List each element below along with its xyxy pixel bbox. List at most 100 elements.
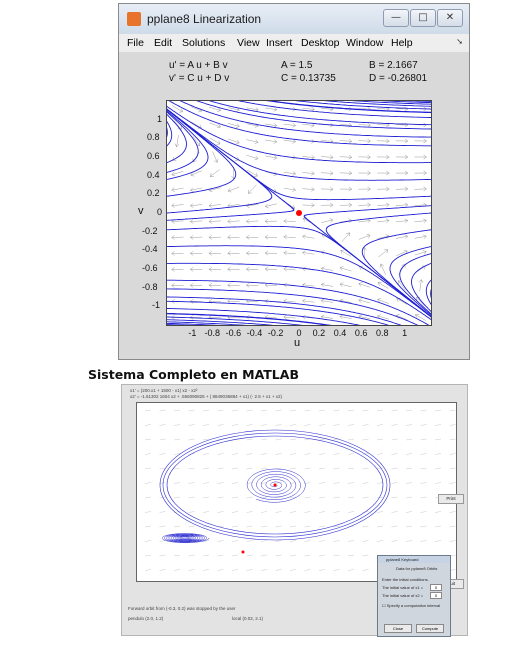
field-arrow-30 [208, 283, 221, 288]
field-arrow-173 [347, 482, 355, 484]
field-arrow-254 [449, 438, 456, 441]
field-arrow-28 [173, 467, 181, 470]
field-arrow-83 [231, 569, 239, 571]
field-arrow-100 [260, 467, 268, 470]
menu-insert[interactable]: Insert [266, 37, 293, 49]
menu-help[interactable]: Help [391, 37, 413, 49]
field-arrow-186 [414, 250, 427, 256]
status-point: pendulo (2.0, 1.2) [128, 616, 164, 621]
field-arrow-73 [264, 266, 278, 272]
field-arrow-114 [275, 496, 282, 499]
field-arrow-97 [260, 424, 268, 426]
field-arrow-136 [339, 154, 352, 160]
field-arrow-233 [420, 482, 427, 484]
menu-file[interactable]: File [127, 37, 144, 49]
field-arrow-13 [172, 105, 183, 113]
field-arrow-146 [318, 438, 326, 441]
field-arrow-142 [358, 282, 371, 288]
trajectory-68 [298, 101, 431, 110]
field-arrow-237 [420, 540, 427, 542]
field-arrow-188 [362, 525, 369, 528]
field-arrow-232 [420, 467, 427, 470]
field-arrow-4 [171, 251, 184, 256]
x-tick-label: -0.2 [267, 328, 284, 338]
print-button[interactable]: Print [438, 494, 464, 504]
full-system-window: x1' = (200.x1 + 1500 - x1) x2 - x2² x2' … [121, 384, 468, 637]
menu-desktop[interactable]: Desktop [301, 37, 340, 49]
field-arrow-35 [173, 569, 181, 571]
close-button[interactable]: ✕ [437, 9, 463, 27]
x-tick-label: -0.6 [225, 328, 242, 338]
trajectory-80 [387, 101, 431, 104]
trajectory-84 [417, 101, 431, 102]
field-arrow-19 [159, 511, 166, 513]
x1-label: The initial value of x1 = [382, 585, 424, 590]
field-arrow-163 [333, 511, 340, 513]
field-arrow-58 [246, 282, 259, 288]
field-arrow-69 [217, 540, 224, 542]
field-arrow-104 [260, 525, 268, 528]
menu-solutions[interactable]: Solutions [182, 37, 226, 49]
field-arrow-2 [171, 283, 184, 288]
field-arrow-103 [260, 511, 268, 513]
field-arrow-151 [318, 511, 326, 513]
x1-input[interactable]: 0 [430, 584, 442, 591]
phase-plane-plot[interactable] [166, 100, 432, 326]
field-arrow-63 [217, 453, 224, 455]
field-arrow-99 [260, 453, 268, 455]
field-arrow-89 [283, 234, 296, 240]
equation-v: v' = C u + D v [169, 73, 230, 84]
field-arrow-2 [144, 438, 152, 441]
field-arrow-105 [302, 202, 315, 208]
field-arrow-31 [208, 267, 221, 272]
field-arrow-117 [275, 540, 282, 542]
trajectory-70 [167, 316, 300, 325]
field-arrow-129 [289, 540, 297, 542]
orbit-2 [166, 435, 384, 535]
param-d: D = -0.26801 [369, 73, 428, 84]
y-tick-label: -1 [152, 300, 161, 311]
field-arrow-4 [144, 467, 152, 470]
minimize-button[interactable]: — [383, 9, 409, 27]
field-arrow-18 [159, 496, 166, 499]
menu-view[interactable]: View [237, 37, 260, 49]
menu-edit[interactable]: Edit [154, 37, 173, 49]
field-arrow-118 [275, 554, 282, 557]
field-arrow-103 [302, 234, 315, 240]
x-tick-label: -0.4 [246, 328, 263, 338]
field-arrow-184 [418, 279, 424, 292]
field-arrow-15 [190, 299, 203, 304]
trajectory-11 [425, 279, 431, 305]
field-arrow-182 [415, 313, 426, 321]
field-arrow-182 [362, 438, 369, 441]
field-arrow-115 [275, 511, 282, 513]
full-system-plot[interactable] [136, 402, 457, 582]
field-arrow-204 [391, 409, 398, 412]
field-arrow-67 [217, 511, 224, 513]
compute-button[interactable]: Compute [416, 624, 444, 633]
field-arrow-115 [321, 266, 334, 272]
field-arrow-42 [188, 496, 195, 499]
field-arrow-216 [405, 409, 413, 412]
x2-input[interactable]: 0 [430, 592, 442, 599]
field-arrow-181 [362, 424, 369, 426]
interval-checkbox[interactable]: ☐ Specify a computation interval [382, 603, 441, 608]
field-arrow-23 [190, 170, 202, 177]
trajectory-58 [167, 322, 211, 325]
field-arrow-108 [275, 409, 282, 412]
field-arrow-120 [289, 409, 297, 412]
field-arrow-164 [377, 154, 390, 160]
field-arrow-17 [159, 482, 166, 484]
field-arrow-121 [321, 170, 334, 176]
field-arrow-45 [227, 266, 240, 272]
phase-plane-svg [167, 101, 431, 325]
field-arrow-229 [420, 424, 427, 426]
field-arrow-134 [339, 186, 352, 192]
menu-window[interactable]: Window [346, 37, 384, 49]
trajectory-47 [196, 101, 431, 130]
dock-arrow-icon[interactable]: ➘ [456, 37, 463, 46]
field-arrow-34 [208, 219, 221, 224]
field-arrow-241 [434, 424, 442, 426]
maximize-button[interactable]: □ [410, 9, 436, 27]
close-dialog-button[interactable]: Close [384, 624, 412, 633]
